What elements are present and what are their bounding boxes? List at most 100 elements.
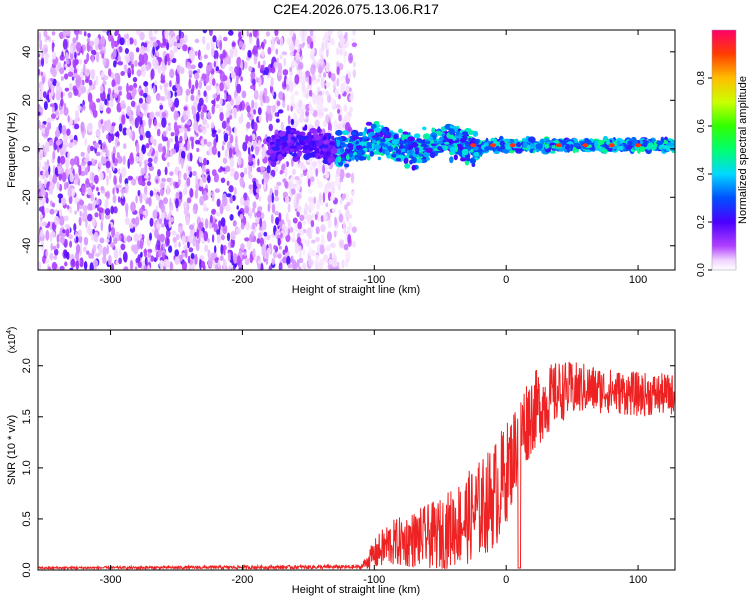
spectrogram-cell	[277, 237, 281, 246]
spectrogram-cell	[161, 117, 167, 128]
spectrogram-cell	[325, 81, 331, 88]
spectrogram-cell	[284, 196, 290, 204]
spectrogram-cell	[257, 183, 262, 190]
spectrogram-cell	[232, 252, 238, 264]
spectrogram-cell	[87, 32, 91, 38]
spectrogram-cell	[188, 224, 195, 230]
spectrogram-cell	[118, 46, 123, 53]
spectrogram-cell	[206, 159, 210, 166]
spectrogram-cell	[278, 91, 284, 101]
spectrogram-cell	[203, 231, 209, 242]
spectrogram-cell	[343, 243, 349, 251]
spectrogram-cell	[341, 130, 350, 135]
spectrogram-cell	[235, 135, 238, 145]
spectrogram-cell	[277, 62, 283, 73]
spectrogram-cell	[365, 121, 373, 126]
spectrogram-cell	[148, 30, 153, 40]
spectrogram-cell	[113, 206, 118, 214]
spectrogram-cell	[73, 63, 76, 69]
spectrogram-cell	[299, 131, 304, 136]
spectrogram-cell	[229, 134, 234, 144]
spectrogram-cell	[115, 30, 120, 36]
spectrogram-cell	[261, 220, 267, 231]
x-tick-label: 100	[629, 574, 647, 586]
spectrogram-cell	[597, 140, 605, 145]
spectrogram-cell	[143, 47, 148, 52]
spectrogram-cell	[243, 167, 248, 175]
spectrogram-cell	[297, 178, 302, 185]
spectrogram-cell	[310, 151, 317, 158]
spectrogram-cell	[304, 202, 309, 213]
spectrogram-cell	[120, 71, 125, 76]
colorbar-tick-label: 0.0	[696, 263, 707, 277]
spectrogram-cell	[277, 253, 282, 259]
spectrogram-cell	[292, 168, 296, 176]
spectrogram-cell	[207, 64, 213, 72]
spectrogram-cell	[252, 78, 256, 86]
spectrogram-cell	[335, 104, 341, 110]
spectrogram-cell	[198, 61, 203, 69]
spectrogram-cell	[50, 66, 54, 75]
spectrogram-cell	[44, 127, 48, 137]
spectrogram-cell	[136, 142, 140, 154]
spectrogram-cell	[159, 259, 165, 269]
y-tick-label: 1.0	[21, 460, 33, 475]
spectrogram-cell	[135, 176, 139, 181]
spectrogram-cell	[56, 81, 60, 88]
spectrogram-cell	[229, 49, 234, 59]
spectrogram-cell	[270, 153, 276, 159]
spectrogram-cell	[505, 145, 511, 151]
spectrogram-cell	[276, 181, 282, 186]
spectrogram-cell	[295, 51, 300, 61]
spectrogram-cell	[279, 170, 283, 175]
spectrogram-cell	[201, 164, 206, 173]
spectrogram-cell	[93, 231, 99, 243]
spectrogram-cell	[330, 147, 338, 155]
spectrogram-cell	[86, 37, 91, 43]
spectrogram-cell	[45, 35, 50, 40]
spectrogram-cell	[256, 210, 262, 218]
spectrogram-cell	[70, 259, 76, 268]
spectrogram-cell	[52, 174, 58, 184]
spectrogram-cell	[84, 68, 91, 77]
spectrogram-cell	[522, 141, 528, 149]
spectrogram-cell	[44, 170, 49, 179]
spectrogram-cell	[344, 163, 350, 168]
spectrogram-cell	[243, 61, 248, 69]
spectrogram-cell	[549, 150, 556, 154]
spectrogram-cell	[276, 100, 281, 107]
spectrogram-cell	[97, 133, 101, 140]
spectrogram-cell	[222, 157, 228, 164]
spectrogram-cell	[38, 142, 41, 148]
colorbar-tick-label: 0.8	[696, 71, 707, 85]
spectrogram-cell	[68, 142, 74, 149]
spectrogram-cell	[83, 59, 88, 65]
spectrogram-cell	[444, 123, 453, 130]
spectrogram-cell	[174, 134, 179, 144]
spectrogram-cell	[433, 140, 438, 145]
spectrogram-cell	[162, 66, 166, 76]
spectrogram-cell	[299, 30, 302, 38]
spectrogram-cell	[194, 253, 198, 265]
spectrogram-cell	[47, 122, 52, 130]
spectrogram-cell	[271, 138, 277, 143]
spectrogram-cell	[292, 60, 297, 68]
spectrogram-cell	[58, 208, 63, 217]
spectrogram-cell	[300, 238, 307, 244]
spectrogram-cell	[349, 144, 354, 151]
spectrogram-cell	[212, 93, 217, 99]
spectrogram-cell	[183, 114, 189, 121]
spectrogram-cell	[85, 78, 89, 84]
spectrogram-cell	[174, 128, 180, 137]
spectrogram-cell	[267, 203, 271, 213]
spectrogram-cell	[78, 58, 83, 65]
spectrogram-cell	[281, 135, 288, 142]
spectrogram-cell	[408, 145, 414, 150]
spectrogram-cell	[258, 115, 262, 123]
spectrogram-cell	[425, 140, 431, 145]
spectrogram-cell	[357, 145, 361, 149]
snr-panel: -300 -200 -100 0 100 0.0 0.5 1.0 1.5 2.0 Height …	[6, 327, 676, 596]
spectrogram-cell	[273, 61, 278, 69]
spectrogram-cell	[305, 76, 310, 83]
spectrogram-cell	[288, 79, 293, 90]
